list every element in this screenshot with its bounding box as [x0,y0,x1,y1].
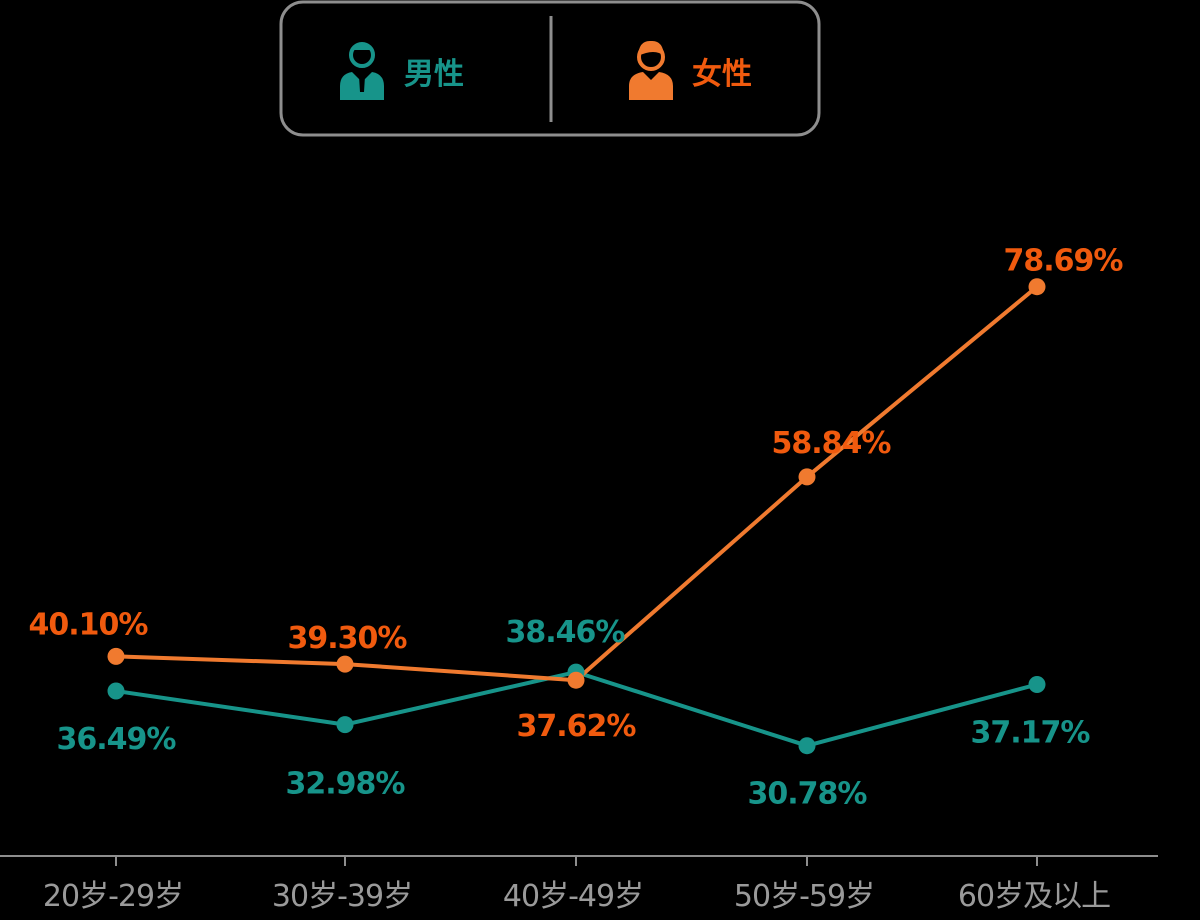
male-data-point [798,737,816,755]
male-data-point [336,716,354,734]
male-data-label: 30.78% [748,777,868,812]
male-data-point [107,682,125,700]
legend-female-label: 女性 [692,57,752,92]
series-points [107,278,1046,755]
female-data-point [567,671,585,689]
female-data-point [336,655,354,673]
male-data-label: 36.49% [57,722,177,757]
x-tick-label: 60岁及以上 [958,879,1110,914]
male-data-label: 38.46% [506,615,626,650]
x-tick-label: 20岁-29岁 [43,879,183,914]
legend-male-label: 男性 [404,57,464,92]
female-data-label: 78.69% [1004,244,1124,279]
legend: 男性 女性 [279,0,821,137]
male-person-icon [340,42,384,100]
male-data-point [1028,676,1046,693]
x-tick-label: 30岁-39岁 [272,879,412,914]
x-axis-ticks: 20岁-29岁 30岁-39岁 40岁-49岁 50岁-59岁 60岁及以上 [43,856,1111,914]
female-data-label: 39.30% [288,621,408,656]
female-data-point [107,647,125,665]
female-data-label: 37.62% [517,709,637,744]
female-data-point [798,468,816,486]
female-data-label: 58.84% [772,426,892,461]
data-labels: 36.49% 32.98% 38.46% 30.78% 37.17% 40.10% 39.3… [29,244,1125,812]
male-data-label: 37.17% [971,715,1091,750]
female-person-icon [629,40,673,100]
male-data-label: 32.98% [286,767,406,802]
female-data-point [1028,278,1046,296]
x-tick-label: 50岁-59岁 [734,879,874,914]
female-data-label: 40.10% [29,607,149,642]
legend-frame [279,0,821,137]
x-tick-label: 40岁-49岁 [503,879,643,914]
